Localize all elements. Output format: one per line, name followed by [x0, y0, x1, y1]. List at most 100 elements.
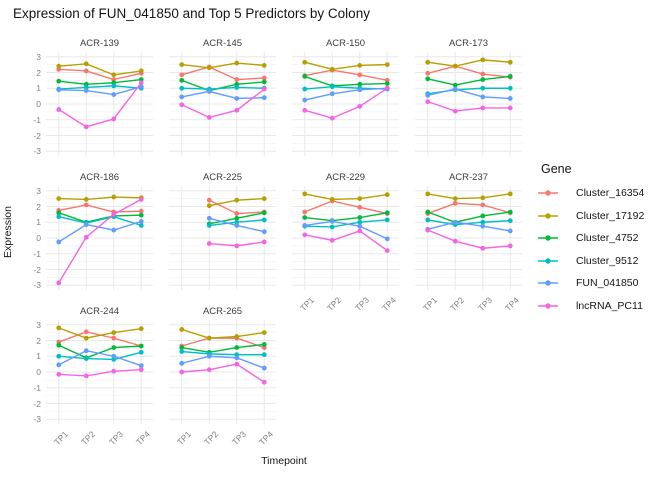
y-tick-label: -2: [33, 264, 41, 275]
data-point-lncRNA_PC11: [138, 196, 144, 202]
data-point-FUN_041850: [480, 94, 486, 100]
x-tick-label: TP2: [79, 429, 98, 448]
legend-key-line: [538, 190, 558, 196]
data-point-FUN_041850: [138, 219, 144, 224]
y-tick-label: 0: [36, 233, 41, 243]
data-point-Cluster_4752: [384, 210, 390, 216]
data-point-Cluster_16354: [480, 202, 486, 208]
data-point-FUN_041850: [56, 239, 62, 245]
data-point-Cluster_17192: [206, 203, 212, 209]
data-point-Cluster_17192: [507, 59, 513, 65]
y-tick-label: 1: [36, 351, 41, 362]
data-point-Cluster_17192: [261, 196, 267, 202]
data-point-Cluster_17192: [206, 65, 212, 71]
data-point-Cluster_4752: [480, 77, 486, 82]
legend-key-line: [538, 303, 558, 309]
series-line-Cluster_4752: [58, 212, 142, 223]
gridlines: [415, 186, 522, 290]
data-point-FUN_041850: [83, 348, 89, 354]
data-point-lncRNA_PC11: [179, 102, 185, 108]
y-tick-label: -1: [33, 114, 41, 125]
data-point-FUN_041850: [261, 365, 267, 371]
data-point-FUN_041850: [507, 228, 513, 234]
data-point-Cluster_17192: [111, 72, 117, 78]
legend-title: Gene: [541, 162, 572, 176]
series-line-Cluster_4752: [427, 211, 511, 223]
data-point-lncRNA_PC11: [357, 103, 363, 109]
data-point-Cluster_17192: [261, 330, 267, 336]
data-point-lncRNA_PC11: [329, 237, 335, 243]
data-point-Cluster_9512: [507, 218, 513, 224]
legend-entry-FUN_041850: FUN_041850: [538, 272, 644, 295]
data-point-lncRNA_PC11: [480, 245, 486, 251]
x-tick-label: TP1: [174, 429, 193, 448]
y-tick-label: -2: [33, 398, 41, 409]
data-point-lncRNA_PC11: [480, 105, 486, 111]
data-point-FUN_041850: [302, 97, 308, 103]
data-point-FUN_041850: [302, 222, 308, 228]
data-point-Cluster_4752: [56, 78, 62, 84]
data-point-Cluster_4752: [384, 81, 390, 86]
data-point-lncRNA_PC11: [83, 373, 89, 379]
data-point-lncRNA_PC11: [261, 379, 267, 385]
x-tick-label: TP2: [325, 295, 344, 314]
series-line-Cluster_16354: [427, 202, 511, 215]
data-point-lncRNA_PC11: [83, 124, 89, 130]
series-line-Cluster_16354: [58, 204, 142, 213]
data-point-FUN_041850: [206, 215, 212, 221]
data-point-FUN_041850: [56, 362, 62, 368]
legend-entry-lncRNA_PC11: lncRNA_PC11: [538, 295, 644, 318]
data-point-lncRNA_PC11: [206, 367, 212, 373]
series-line-Cluster_9512: [181, 86, 265, 90]
data-point-Cluster_9512: [261, 352, 267, 358]
data-point-Cluster_16354: [357, 72, 363, 78]
data-point-Cluster_9512: [329, 224, 335, 230]
data-point-Cluster_17192: [138, 68, 144, 74]
data-point-Cluster_4752: [425, 76, 431, 82]
y-tick-label: -2: [33, 130, 41, 141]
data-point-Cluster_4752: [302, 74, 308, 79]
data-point-Cluster_17192: [480, 57, 486, 63]
series-line-Cluster_16354: [58, 331, 142, 347]
x-tick-label: TP3: [106, 429, 125, 448]
data-point-Cluster_17192: [452, 63, 458, 69]
data-point-FUN_041850: [179, 94, 185, 100]
data-point-Cluster_16354: [234, 77, 240, 82]
series-line-Cluster_9512: [304, 219, 388, 228]
legend-key-line: [538, 258, 558, 264]
data-point-FUN_041850: [452, 219, 458, 225]
data-point-Cluster_16354: [261, 75, 267, 81]
data-point-FUN_041850: [329, 91, 335, 97]
data-point-FUN_041850: [261, 95, 267, 101]
legend-entry-Cluster_9512: Cluster_9512: [538, 250, 644, 273]
legend-entries: Cluster_16354 Cluster_17192 Cluster_4752 Cl…: [538, 182, 644, 317]
x-tick-label: TP4: [134, 429, 153, 448]
data-point-Cluster_4752: [357, 81, 363, 87]
data-point-FUN_041850: [261, 229, 267, 235]
data-point-Cluster_17192: [234, 197, 240, 203]
series-line-Cluster_9512: [58, 85, 142, 90]
facet-panel-ACR-265: [169, 320, 276, 424]
data-point-lncRNA_PC11: [261, 239, 267, 245]
data-point-Cluster_17192: [56, 325, 62, 331]
series-line-Cluster_16354: [58, 68, 142, 81]
data-point-Cluster_16354: [425, 70, 431, 76]
data-point-lncRNA_PC11: [111, 368, 117, 374]
series-line-FUN_041850: [304, 220, 388, 240]
y-tick-label: -1: [33, 248, 41, 259]
series-line-Cluster_16354: [304, 200, 388, 215]
data-point-Cluster_17192: [329, 66, 335, 72]
data-point-Cluster_4752: [138, 212, 144, 218]
series-line-FUN_041850: [427, 88, 511, 100]
data-point-Cluster_9512: [56, 214, 62, 220]
data-point-FUN_041850: [111, 92, 117, 97]
data-point-Cluster_4752: [179, 77, 185, 83]
y-tick-label: 0: [36, 367, 41, 377]
data-point-Cluster_9512: [206, 222, 212, 228]
legend-entry-label: Cluster_4752: [576, 232, 639, 245]
data-point-Cluster_4752: [261, 210, 267, 216]
x-tick-label: TP4: [257, 429, 276, 448]
data-point-Cluster_16354: [234, 211, 240, 216]
legend-entry-Cluster_16354: Cluster_16354: [538, 182, 644, 205]
series-line-lncRNA_PC11: [181, 88, 265, 119]
